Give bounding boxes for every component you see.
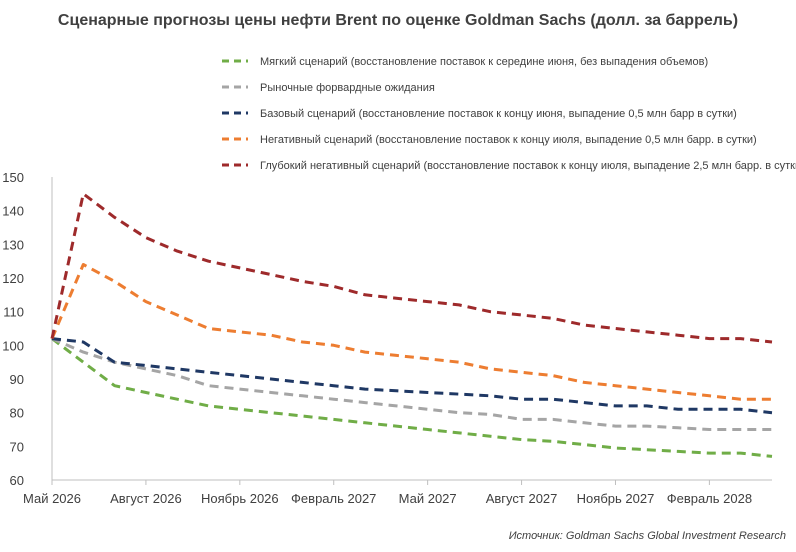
legend-entry-4: Негативный сценарий (восстановление пост… [260,134,757,146]
x-tick-label: Ноябрь 2026 [201,491,279,506]
series-line-4 [50,263,772,401]
y-axis: 60 70 80 90 100 110 120 130 140 150 [2,170,53,488]
series-line-2 [51,337,772,431]
y-tick-label: 90 [10,372,24,387]
y-tick-label: 130 [2,237,24,252]
x-tick-label: Февраль 2027 [291,491,376,506]
x-tick-label: Май 2027 [399,491,457,506]
legend-entry-3: Базовый сценарий (восстановление поставо… [260,108,737,120]
y-tick-label: 60 [10,473,24,488]
series-line-1 [51,337,773,458]
series-line-3 [51,337,773,415]
y-tick-label: 140 [2,204,24,219]
chart-title: Сценарные прогнозы цены нефти Brent по о… [57,12,739,29]
y-tick-label: 110 [3,305,24,320]
x-tick-label: Февраль 2028 [667,491,752,506]
y-tick-label: 150 [2,170,24,185]
source-note: Источник: Goldman Sachs Global Investmen… [508,530,786,542]
x-tick-label: Ноябрь 2027 [577,491,655,506]
x-tick-label: Август 2027 [486,491,558,506]
y-tick-label: 70 [10,439,24,454]
y-tick-label: 100 [2,338,24,353]
legend-entry-5: Глубокий негативный сценарий (восстановл… [260,160,796,172]
x-tick-label: Август 2026 [110,491,182,506]
plot-area [50,192,773,458]
series-line-5 [50,192,773,344]
y-tick-label: 80 [10,406,24,421]
y-tick-label: 120 [2,271,24,286]
legend-entry-1: Мягкий сценарий (восстановление поставок… [260,56,708,68]
legend-entry-2: Рыночные форвардные ожидания [260,82,435,94]
legend: Мягкий сценарий (восстановление поставок… [222,56,796,172]
x-tick-label: Май 2026 [23,491,81,506]
x-axis: Май 2026 Август 2026 Ноябрь 2026 Февраль 20… [23,479,772,506]
